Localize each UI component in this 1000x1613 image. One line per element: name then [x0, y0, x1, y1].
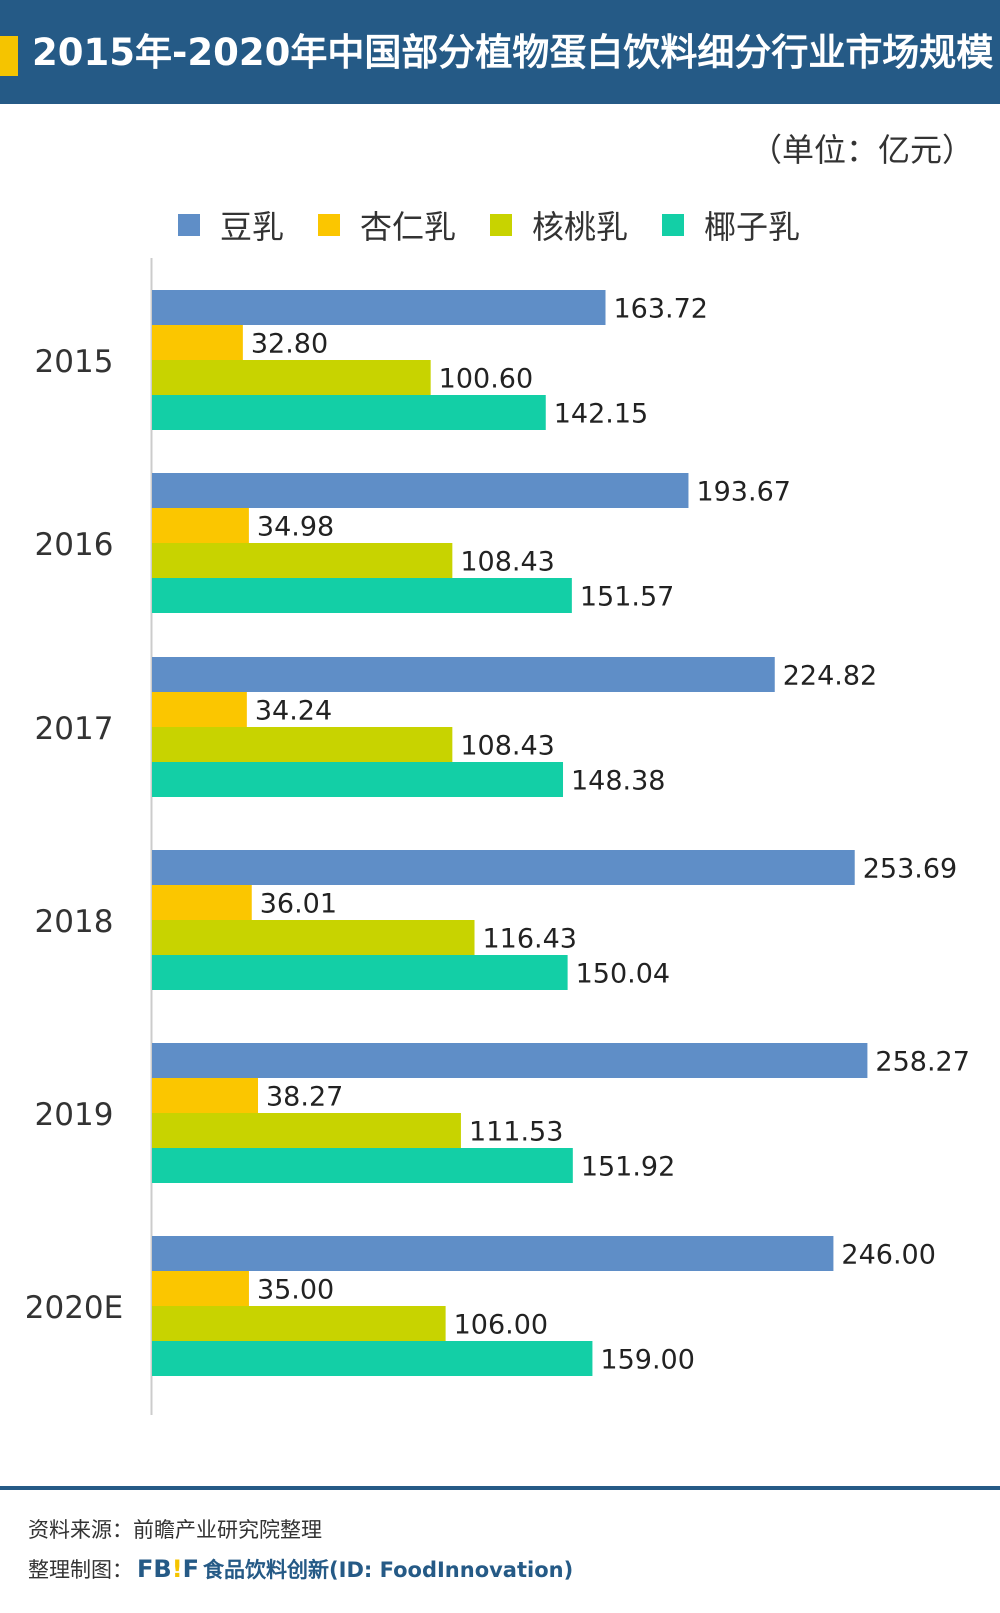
bar: [152, 290, 606, 325]
legend-item-almond: 杏仁乳: [318, 202, 456, 248]
data-label: 151.92: [581, 1152, 675, 1183]
fbif-logo: FB!F: [137, 1555, 199, 1583]
category-label: 2018: [35, 904, 114, 940]
bar: [152, 1236, 834, 1271]
data-label: 116.43: [483, 924, 577, 955]
bar: [152, 885, 252, 920]
data-label: 258.27: [875, 1047, 969, 1078]
legend-label-walnut: 核桃乳: [532, 208, 629, 246]
bar: [152, 850, 855, 885]
bar: [152, 360, 431, 395]
bar: [152, 955, 568, 990]
bar: [152, 1306, 446, 1341]
data-label: 148.38: [571, 766, 665, 797]
data-label: 151.57: [580, 582, 674, 613]
data-label: 253.69: [863, 854, 957, 885]
legend-swatch-soy: [178, 214, 200, 236]
logo-mark: !: [171, 1555, 183, 1583]
legend-item-walnut: 核桃乳: [490, 202, 628, 248]
legend-item-coconut: 椰子乳: [662, 202, 800, 248]
data-label: 150.04: [576, 959, 670, 990]
legend-swatch-almond: [318, 214, 341, 236]
legend: 豆乳 杏仁乳 核桃乳 椰子乳: [178, 200, 834, 250]
category-label: 2020E: [25, 1290, 123, 1326]
bar: [152, 1271, 249, 1306]
unit-label: （单位：亿元）: [749, 131, 974, 169]
data-label: 111.53: [469, 1117, 563, 1148]
bar: [152, 920, 475, 955]
bar: [152, 395, 546, 430]
data-label: 35.00: [257, 1275, 334, 1306]
bar: [152, 578, 572, 613]
data-label: 163.72: [614, 294, 708, 325]
legend-label-coconut: 椰子乳: [704, 208, 801, 246]
bar: [152, 543, 453, 578]
bar: [152, 727, 453, 762]
legend-label-soy: 豆乳: [220, 208, 285, 246]
title-accent-bar: [0, 36, 18, 76]
credit-org: 食品饮料创新(ID: FoodInnovation): [203, 1558, 574, 1582]
data-label: 106.00: [454, 1310, 548, 1341]
data-label: 108.43: [460, 547, 554, 578]
data-label: 100.60: [439, 364, 533, 395]
credit-prefix: 整理制图：: [28, 1558, 133, 1582]
data-label: 159.00: [600, 1345, 694, 1376]
source-note: 资料来源：前瞻产业研究院整理: [28, 1518, 322, 1542]
data-label: 36.01: [260, 889, 337, 920]
legend-swatch-coconut: [662, 214, 685, 236]
data-label: 34.98: [257, 512, 334, 543]
data-label: 246.00: [841, 1240, 935, 1271]
category-label: 2015: [35, 344, 114, 380]
data-label: 142.15: [554, 399, 648, 430]
data-label: 32.80: [251, 329, 328, 360]
bar: [152, 1043, 868, 1078]
legend-swatch-walnut: [490, 214, 513, 236]
chart-title: 2015年-2020年中国部分植物蛋白饮料细分行业市场规模: [32, 31, 994, 74]
data-label: 193.67: [696, 477, 790, 508]
bar: [152, 325, 243, 360]
data-label: 34.24: [255, 696, 332, 727]
bar: [152, 762, 564, 797]
bar: [152, 1113, 461, 1148]
bar: [152, 508, 249, 543]
logo-text-left: FB: [137, 1555, 172, 1583]
category-label: 2016: [35, 527, 114, 563]
logo-text-right: F: [182, 1555, 200, 1583]
category-label: 2017: [35, 711, 114, 747]
data-label: 108.43: [460, 731, 554, 762]
bar-chart: 2015 163.72 32.80 100.60 142.15 2016 193.67 34.…: [25, 258, 970, 1415]
bar: [152, 1148, 573, 1183]
category-label: 2019: [35, 1097, 114, 1133]
bar: [152, 657, 775, 692]
data-label: 38.27: [266, 1082, 343, 1113]
legend-label-almond: 杏仁乳: [360, 208, 457, 246]
bar: [152, 1078, 259, 1113]
footer-divider: [0, 1486, 1000, 1490]
bar: [152, 473, 689, 508]
title-banner: 2015年-2020年中国部分植物蛋白饮料细分行业市场规模: [0, 0, 1000, 104]
credit-line: 整理制图： FB!F 食品饮料创新(ID: FoodInnovation): [28, 1554, 573, 1584]
bar: [152, 1341, 593, 1376]
data-label: 224.82: [783, 661, 877, 692]
legend-item-soy: 豆乳: [178, 202, 284, 248]
bar: [152, 692, 247, 727]
